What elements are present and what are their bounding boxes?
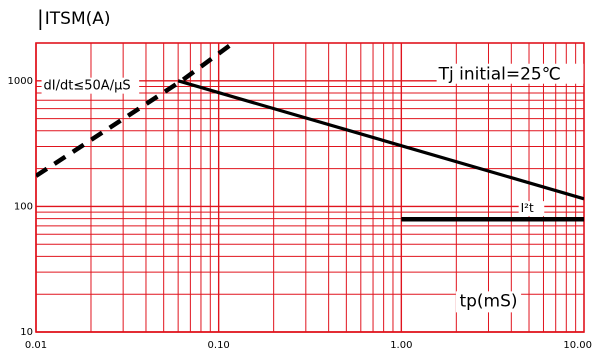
y-axis-label-text: ITSM(A) — [44, 9, 111, 29]
y-tick-label: 1000 — [8, 76, 33, 87]
x-tick-label: 0.10 — [208, 340, 230, 351]
y-tick-label: 10 — [20, 327, 33, 338]
annotation-background — [41, 77, 140, 94]
x-axis-label: tp(mS) — [459, 291, 517, 311]
annotation-label: dI/dt≤50A/μS — [44, 79, 131, 94]
y-axis-label-bar: | — [37, 6, 44, 30]
y-axis-label: |ITSM(A) — [37, 6, 111, 30]
x-tick-label: 10.00 — [563, 340, 592, 351]
annotation-label: Tj initial=25℃ — [438, 65, 561, 85]
series-layer — [36, 41, 584, 222]
x-axis-label-background — [455, 291, 522, 313]
annotation-layer: Tj initial=25℃ dI/dt≤50A/μS I²t tp(mS) — [41, 63, 584, 313]
tick-label-layer: 0.01 0.10 1.00 10.00 10 100 1000 — [8, 76, 592, 351]
x-tick-label: 1.00 — [390, 340, 412, 351]
y-tick-label: 100 — [14, 201, 33, 212]
annotation-background — [436, 63, 584, 84]
series-line-1 — [36, 41, 235, 178]
x-tick-label: 0.01 — [25, 340, 47, 351]
annotation-background — [518, 201, 545, 217]
series-line-2 — [177, 79, 584, 201]
plot-frame — [35, 42, 585, 333]
annotation-label: I²t — [521, 201, 534, 215]
